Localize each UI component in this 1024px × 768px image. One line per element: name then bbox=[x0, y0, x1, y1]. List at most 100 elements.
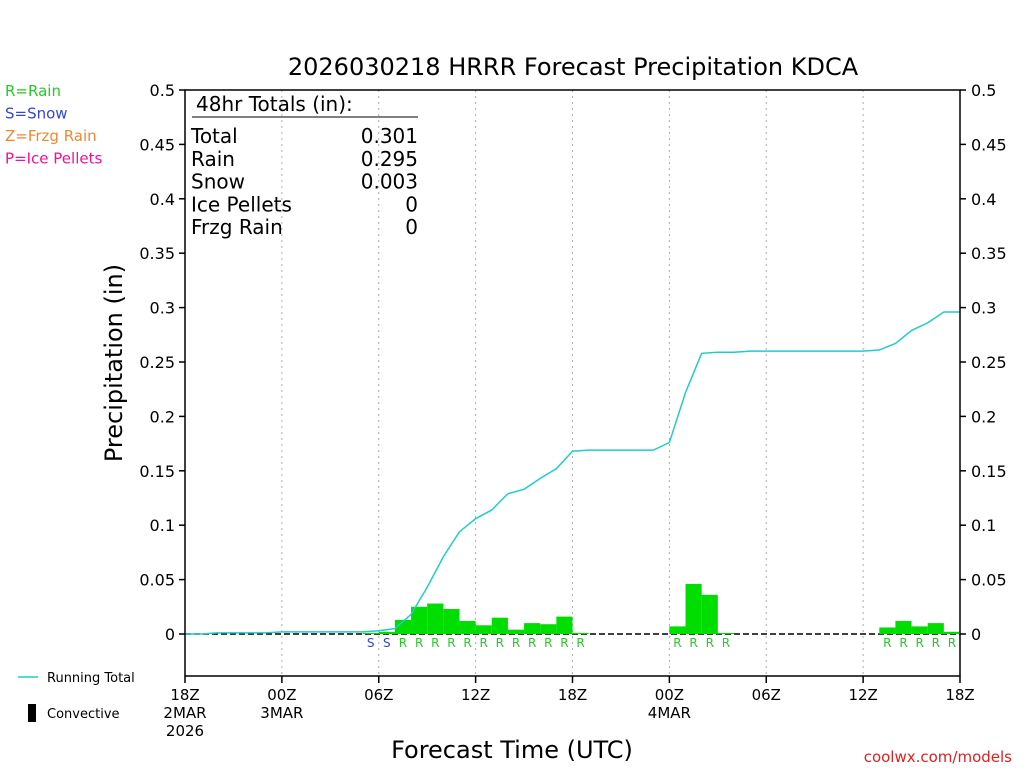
precip-bar bbox=[540, 624, 557, 634]
totals-row-value: 0.295 bbox=[361, 147, 418, 171]
precip-bar bbox=[362, 632, 379, 634]
precip-type-letter: R bbox=[673, 636, 681, 650]
totals-row-label: Total bbox=[190, 124, 238, 148]
x-tick-label: 12Z bbox=[848, 686, 877, 704]
y-tick-label-left: 0 bbox=[165, 625, 175, 644]
convective-legend-label: Convective bbox=[47, 707, 120, 722]
y-tick-label-left: 0.2 bbox=[150, 407, 175, 426]
precip-bar bbox=[475, 625, 492, 634]
totals-row-label: Frzg Rain bbox=[191, 215, 283, 239]
precip-bar bbox=[556, 616, 573, 634]
precip-bar bbox=[879, 627, 896, 634]
precip-type-letter: R bbox=[932, 636, 940, 650]
y-tick-label-left: 0.25 bbox=[139, 353, 175, 372]
precip-type-letter: R bbox=[560, 636, 568, 650]
y-tick-label-left: 0.4 bbox=[150, 190, 175, 209]
precip-bar bbox=[572, 632, 589, 634]
chart-title: 2026030218 HRRR Forecast Precipitation K… bbox=[288, 53, 859, 81]
precip-type-letter: R bbox=[948, 636, 956, 650]
precip-bar bbox=[669, 626, 686, 634]
type-legend-item: Z=Frzg Rain bbox=[5, 127, 97, 145]
precip-bar bbox=[717, 632, 734, 634]
totals-row-value: 0.003 bbox=[361, 170, 418, 194]
precip-type-letter: R bbox=[689, 636, 697, 650]
y-tick-label-left: 0.15 bbox=[139, 462, 175, 481]
y-tick-label-right: 0.1 bbox=[971, 516, 996, 535]
y-tick-label-right: 0.45 bbox=[971, 135, 1007, 154]
running-total-line bbox=[185, 311, 960, 635]
precip-type-letter: R bbox=[480, 636, 488, 650]
precip-bar bbox=[524, 623, 541, 634]
precip-type-letter: R bbox=[447, 636, 455, 650]
y-tick-label-left: 0.3 bbox=[150, 299, 175, 318]
x-tick-label: 4MAR bbox=[648, 704, 691, 722]
y-tick-label-right: 0.3 bbox=[971, 299, 996, 318]
y-tick-label-left: 0.35 bbox=[139, 244, 175, 263]
precip-type-letter: S bbox=[367, 636, 375, 650]
y-tick-label-right: 0.05 bbox=[971, 571, 1007, 590]
x-tick-label: 12Z bbox=[461, 686, 490, 704]
x-tick-label: 06Z bbox=[364, 686, 393, 704]
precip-bar bbox=[701, 594, 718, 634]
precip-type-letter: R bbox=[496, 636, 504, 650]
y-axis-ticks: 0 00.05 0.050.1 0.10.15 0.150.2 0.20.25 0.250.… bbox=[139, 81, 1006, 644]
x-tick-label: 06Z bbox=[752, 686, 781, 704]
x-tick-label: 18Z bbox=[170, 686, 199, 704]
precip-type-letter: R bbox=[399, 636, 407, 650]
precip-bar bbox=[459, 620, 476, 634]
y-tick-label-right: 0.4 bbox=[971, 190, 996, 209]
precip-bar bbox=[378, 631, 395, 634]
totals-heading: 48hr Totals (in): bbox=[196, 92, 353, 116]
precip-type-letter: S bbox=[383, 636, 391, 650]
precip-bar bbox=[927, 623, 944, 634]
x-tick-label: 00Z bbox=[655, 686, 684, 704]
precip-type-letter: R bbox=[544, 636, 552, 650]
y-tick-label-left: 0.45 bbox=[139, 135, 175, 154]
y-tick-label-right: 0 bbox=[971, 625, 981, 644]
precip-bar bbox=[394, 619, 412, 634]
x-tick-label: 3MAR bbox=[260, 704, 303, 722]
precip-bar bbox=[895, 620, 912, 634]
hourly-precip-bars bbox=[362, 583, 960, 634]
precip-bar bbox=[685, 583, 702, 634]
y-axis-label: Precipitation (in) bbox=[100, 264, 128, 462]
running-total-legend-label: Running Total bbox=[47, 671, 135, 686]
precip-type-letter: R bbox=[528, 636, 536, 650]
totals-box: 48hr Totals (in): Total 0.301 Rain 0.295 Snow… bbox=[190, 92, 418, 239]
precip-type-letter: R bbox=[722, 636, 730, 650]
precip-type-letter: R bbox=[512, 636, 520, 650]
precip-type-letter: R bbox=[706, 636, 714, 650]
grid-lines bbox=[281, 90, 864, 676]
precip-bar bbox=[507, 629, 525, 634]
y-tick-label-right: 0.15 bbox=[971, 462, 1007, 481]
type-legend-item: P=Ice Pellets bbox=[5, 150, 102, 168]
totals-row-label: Rain bbox=[191, 147, 235, 171]
type-legend-item: R=Rain bbox=[5, 82, 61, 100]
precip-bar bbox=[427, 603, 444, 634]
y-tick-label-left: 0.1 bbox=[150, 516, 175, 535]
precip-type-letter: R bbox=[431, 636, 439, 650]
convective-swatch bbox=[28, 704, 36, 722]
y-tick-label-right: 0.5 bbox=[971, 81, 996, 100]
x-tick-label: 18Z bbox=[945, 686, 974, 704]
precip-type-letter: R bbox=[899, 636, 907, 650]
precip-bar bbox=[411, 606, 428, 634]
x-tick-label: 2MAR bbox=[163, 704, 206, 722]
type-legend: R=Rain S=Snow Z=Frzg Rain P=Ice Pellets bbox=[5, 82, 102, 168]
totals-row-label: Ice Pellets bbox=[191, 192, 292, 216]
y-tick-label-right: 0.35 bbox=[971, 244, 1007, 263]
precip-bar bbox=[491, 617, 508, 634]
x-axis-label: Forecast Time (UTC) bbox=[391, 736, 633, 764]
precip-type-letter: R bbox=[883, 636, 891, 650]
precip-bar bbox=[911, 626, 928, 634]
y-tick-label-left: 0.5 bbox=[150, 81, 175, 100]
precip-type-letter: R bbox=[576, 636, 584, 650]
y-tick-label-right: 0.25 bbox=[971, 353, 1007, 372]
type-legend-item: S=Snow bbox=[5, 105, 68, 123]
x-tick-label: 2026 bbox=[166, 722, 204, 740]
line-legend: Running Total Convective bbox=[18, 671, 135, 722]
